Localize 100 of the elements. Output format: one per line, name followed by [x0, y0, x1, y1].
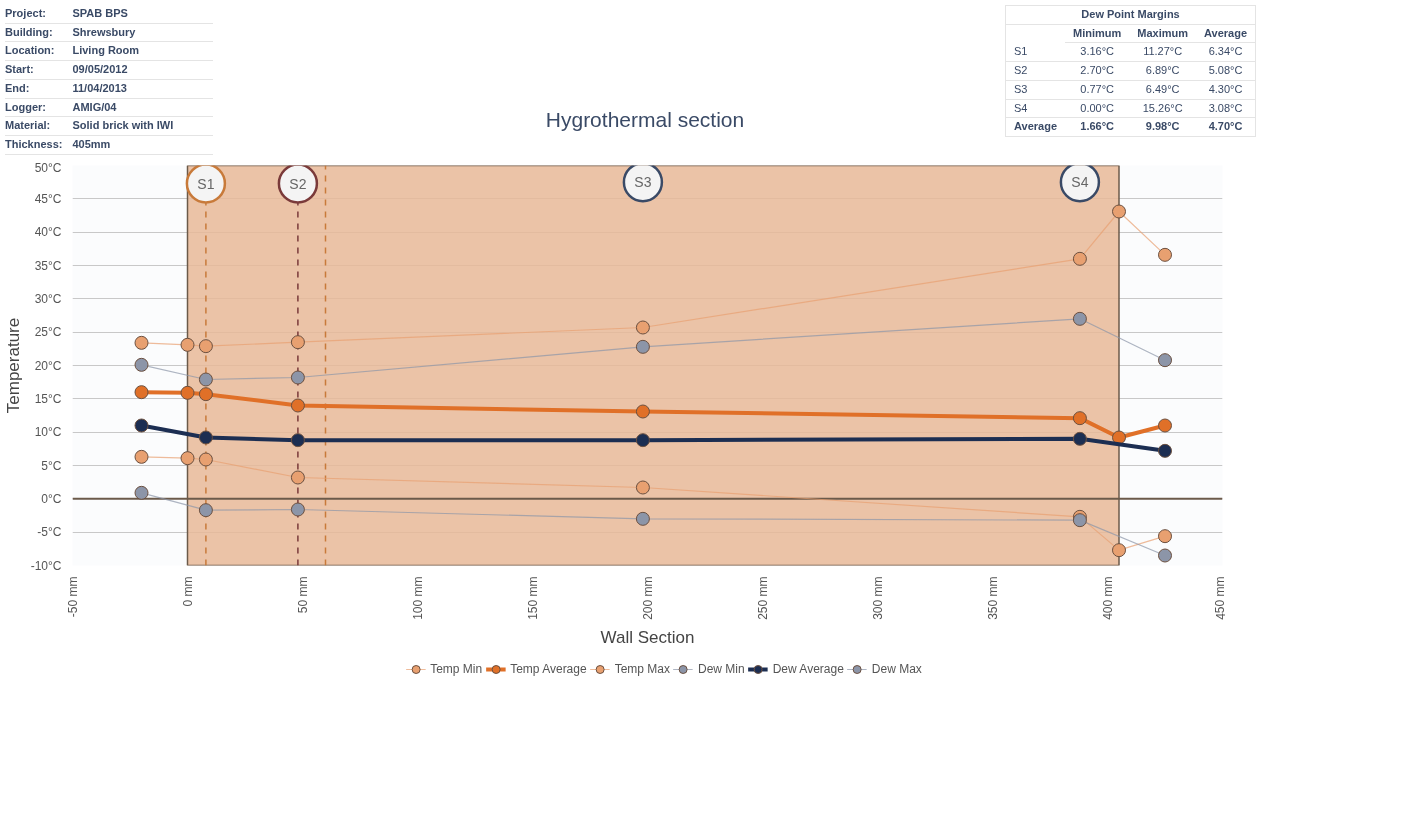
y-axis-title: Temperature	[3, 317, 23, 414]
y-tick-label: -5°C	[37, 525, 62, 540]
text: 3.08°C	[1196, 99, 1256, 118]
text: 4.30°C	[1196, 80, 1256, 100]
text: 9.98°C	[1129, 117, 1197, 137]
text: Project: SPAB BPS	[5, 7, 128, 19]
point	[1158, 443, 1172, 458]
point	[290, 370, 305, 385]
ref-line-label: S2	[289, 175, 307, 192]
point	[1072, 251, 1087, 266]
y-tick-label: 20°C	[34, 358, 62, 373]
point	[635, 480, 650, 495]
x-tick-label: 400 mm	[1100, 576, 1115, 620]
text: Location: Living Room	[5, 44, 140, 57]
text: 0.00°C	[1065, 99, 1130, 118]
point	[290, 502, 305, 517]
y-tick-label: 30°C	[34, 291, 62, 306]
x-tick-label: 450 mm	[1213, 576, 1228, 620]
point	[1112, 543, 1126, 558]
point	[198, 372, 213, 387]
x-tick-label: 50 mm	[295, 576, 310, 614]
chart-title: Hygrothermal section	[544, 107, 746, 133]
point	[198, 430, 213, 445]
x-tick-label: 350 mm	[985, 576, 1000, 620]
text: 6.49°C	[1129, 80, 1197, 100]
text: S3	[1005, 80, 1066, 100]
point	[635, 511, 650, 526]
point	[635, 433, 650, 448]
point	[1112, 430, 1126, 445]
text: Average	[1196, 24, 1256, 43]
y-tick-label: 5°C	[41, 458, 62, 473]
text: S1	[1005, 42, 1066, 62]
y-tick-label: 15°C	[34, 391, 62, 406]
point	[1072, 311, 1087, 326]
text: 5.08°C	[1196, 61, 1256, 81]
y-tick-label: 25°C	[34, 325, 62, 340]
point	[134, 357, 149, 372]
text: S2	[1005, 61, 1066, 81]
text: Dew Point Margins	[1005, 5, 1256, 25]
x-tick-label: -50 mm	[65, 576, 80, 618]
y-tick-label: 40°C	[34, 225, 62, 240]
point	[635, 404, 650, 419]
x-tick-label: 150 mm	[525, 576, 540, 620]
text: Start: 09/05/2012	[5, 63, 128, 76]
point	[1158, 247, 1172, 262]
y-tick-label: -10°C	[30, 558, 62, 573]
y-tick-label: 35°C	[34, 258, 62, 273]
point	[134, 485, 149, 500]
point	[1072, 411, 1087, 426]
x-tick-label: 100 mm	[410, 576, 425, 620]
annotation: S4	[1071, 174, 1089, 191]
ref-line-label: S1	[197, 175, 215, 192]
point	[290, 335, 305, 350]
legend-label: Temp Min	[430, 662, 483, 676]
x-axis-title: Wall Section	[600, 627, 695, 647]
legend-label: Dew Max	[871, 662, 922, 676]
point	[1112, 204, 1126, 219]
text: 0.77°C	[1065, 80, 1130, 100]
text: Building: Shrewsbury	[5, 25, 136, 38]
point	[198, 452, 213, 467]
text: Logger: AMIG/04	[5, 100, 117, 113]
y-tick-label: 50°C	[34, 160, 62, 175]
annotation: S3	[634, 174, 652, 191]
point	[198, 503, 213, 518]
text: 4.70°C	[1196, 117, 1256, 137]
text: 3.16°C	[1065, 42, 1130, 62]
text: End: 11/04/2013	[5, 81, 127, 94]
text: Material: Solid brick with IWI	[5, 119, 174, 132]
x-tick-label: 250 mm	[755, 576, 770, 620]
point	[290, 433, 305, 448]
point	[290, 470, 305, 485]
point	[134, 418, 149, 433]
x-tick-label: 200 mm	[640, 576, 655, 620]
y-tick-label: 45°C	[34, 191, 62, 206]
point	[1158, 548, 1172, 563]
text: 15.26°C	[1129, 99, 1197, 118]
point	[1158, 418, 1172, 433]
text: S4	[1005, 99, 1066, 118]
legend-label: Temp Max	[614, 662, 671, 676]
text: 2.70°C	[1065, 61, 1130, 81]
legend-label: Temp Average	[510, 662, 587, 676]
text: 11.27°C	[1129, 42, 1197, 62]
y-tick-label: 0°C	[41, 491, 62, 506]
point	[1072, 431, 1087, 446]
point	[635, 339, 650, 354]
point	[198, 387, 213, 402]
x-tick-label: 0 mm	[180, 576, 195, 607]
point	[1072, 513, 1087, 528]
point	[198, 339, 213, 354]
point	[635, 320, 650, 335]
point	[134, 449, 149, 464]
text: Minimum	[1065, 24, 1130, 43]
legend-label: Dew Min	[698, 662, 745, 676]
x-tick-label: 300 mm	[870, 576, 885, 620]
point	[134, 335, 149, 350]
point	[290, 398, 305, 413]
text: Maximum	[1129, 24, 1197, 43]
point	[1158, 529, 1172, 544]
y-tick-label: 10°C	[34, 425, 62, 440]
text: 6.89°C	[1129, 61, 1197, 81]
